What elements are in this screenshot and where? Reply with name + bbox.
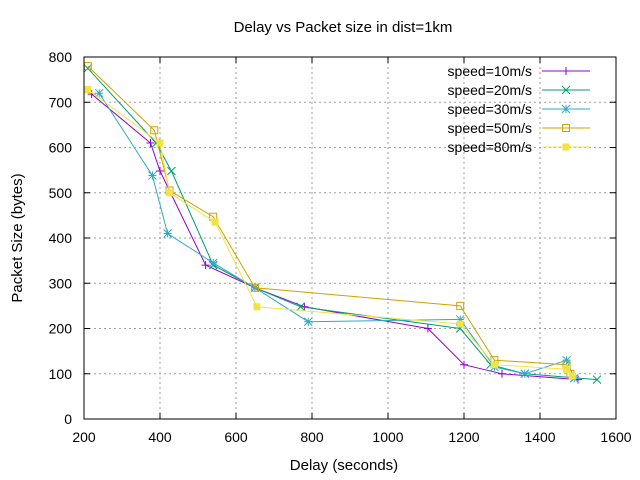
series-lines <box>83 62 602 384</box>
data-point <box>201 261 210 270</box>
data-point <box>163 229 172 238</box>
y-tick-label: 800 <box>49 49 73 65</box>
legend-entry: speed=80m/s <box>448 139 590 155</box>
series-line <box>91 93 579 381</box>
data-point <box>296 302 305 312</box>
y-tick-label: 400 <box>49 230 73 246</box>
data-point <box>455 315 465 324</box>
y-tick-label: 200 <box>49 321 73 337</box>
data-point <box>156 139 164 147</box>
data-point <box>490 361 498 369</box>
x-tick-label: 1400 <box>524 429 555 445</box>
data-point <box>208 258 218 268</box>
data-point <box>520 369 530 379</box>
y-tick-label: 300 <box>49 275 73 291</box>
legend-entry: speed=50m/s <box>448 120 590 136</box>
data-point <box>303 317 313 327</box>
data-point <box>166 189 173 197</box>
y-axis-title: Packet Size (bytes) <box>9 173 26 302</box>
data-point <box>148 171 157 180</box>
x-tick-label: 1000 <box>372 429 403 445</box>
y-tick-label: 0 <box>64 411 72 427</box>
legend-label: speed=30m/s <box>448 101 532 117</box>
legend-marker <box>561 85 571 95</box>
legend-entry: speed=30m/s <box>448 101 590 117</box>
x-tick-label: 1200 <box>448 429 479 445</box>
series-line <box>87 67 598 381</box>
data-point <box>423 324 432 333</box>
data-point <box>251 283 259 292</box>
x-tick-label: 400 <box>148 429 172 445</box>
x-axis-title: Delay (seconds) <box>290 457 398 474</box>
legend-label: speed=20m/s <box>448 82 532 98</box>
legend-marker <box>562 143 570 151</box>
data-point <box>156 167 164 176</box>
data-point <box>498 369 506 378</box>
data-point <box>456 320 464 328</box>
data-point <box>592 375 602 384</box>
data-point <box>84 86 92 94</box>
series-5 <box>84 86 576 380</box>
legend-entry: speed=20m/s <box>448 82 590 98</box>
data-point <box>146 138 155 147</box>
series-1 <box>87 90 582 384</box>
data-point <box>253 303 261 311</box>
x-tick-label: 600 <box>224 429 248 445</box>
axis-ticks: 200 400 600 800 1000 1200 1400 1600 0 100 200 300 40… <box>49 49 632 445</box>
y-tick-label: 600 <box>49 140 73 156</box>
x-tick-label: 800 <box>300 429 324 445</box>
data-point <box>167 166 176 176</box>
legend-label: speed=10m/s <box>448 63 532 79</box>
y-tick-label: 700 <box>49 94 73 110</box>
data-point <box>94 88 104 98</box>
data-point <box>83 63 93 73</box>
chart-title: Delay vs Packet size in dist=1km <box>234 19 453 36</box>
y-tick-label: 100 <box>49 366 73 382</box>
data-point <box>460 360 468 369</box>
legend-marker <box>562 67 570 75</box>
data-point <box>150 126 159 135</box>
series-line <box>87 65 571 374</box>
legend-label: speed=50m/s <box>448 120 532 136</box>
data-point <box>568 372 576 380</box>
legend-marker <box>561 104 571 114</box>
legend: speed=10m/s speed=20m/s speed=30m/s speed=5… <box>448 63 590 155</box>
legend-marker <box>562 124 570 132</box>
data-point <box>562 355 571 365</box>
data-point <box>456 301 465 310</box>
y-tick-label: 500 <box>49 185 73 201</box>
data-point <box>563 365 571 373</box>
grid <box>84 57 616 419</box>
legend-label: speed=80m/s <box>448 139 532 155</box>
x-tick-label: 200 <box>72 429 96 445</box>
x-tick-label: 1600 <box>600 429 631 445</box>
legend-entry: speed=10m/s <box>448 63 590 79</box>
data-point <box>211 218 219 226</box>
